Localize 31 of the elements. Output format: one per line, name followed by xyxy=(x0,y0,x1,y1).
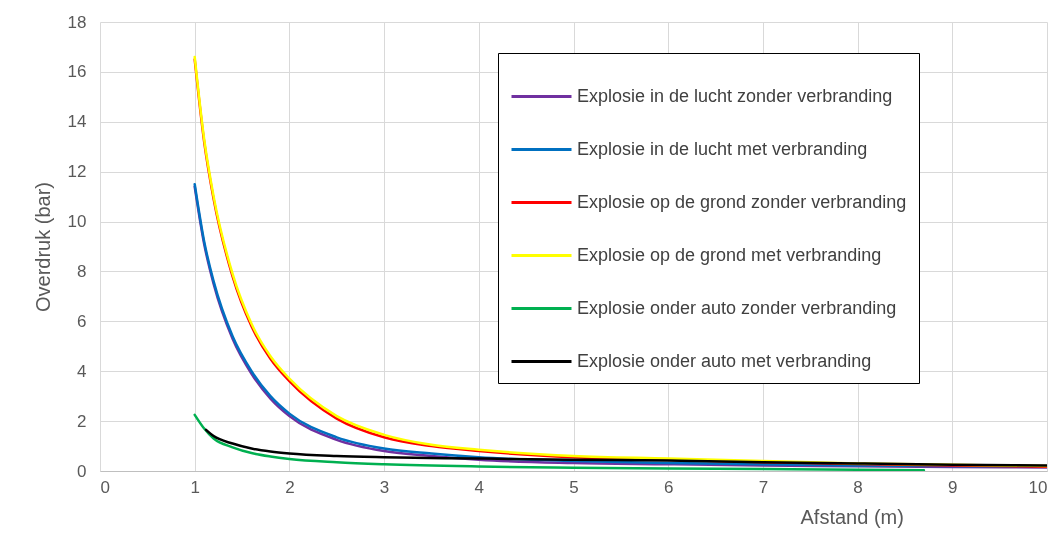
x-axis-title: Afstand (m) xyxy=(800,505,904,528)
x-tick-label: 4 xyxy=(474,477,485,497)
legend-label: Explosie in de lucht zonder verbranding xyxy=(577,85,893,106)
legend-label: Explosie op de grond zonder verbranding xyxy=(577,191,907,212)
legend-label: Explosie onder auto met verbranding xyxy=(577,350,872,371)
line-series xyxy=(204,428,1047,467)
line-series xyxy=(193,413,926,471)
y-tick-label: 12 xyxy=(67,162,87,182)
x-tick-label: 7 xyxy=(758,477,769,497)
x-tick-label: 2 xyxy=(285,477,295,497)
x-tick-label: 5 xyxy=(569,477,579,497)
legend-label: Explosie op de grond met verbranding xyxy=(577,244,882,265)
x-tick-label: 8 xyxy=(853,477,863,497)
x-tick-label: 3 xyxy=(379,477,390,497)
y-tick-label: 4 xyxy=(77,361,87,381)
legend-label: Explosie in de lucht met verbranding xyxy=(577,138,868,159)
y-tick-label: 18 xyxy=(67,12,87,32)
y-tick-label: 16 xyxy=(67,62,87,82)
y-tick-label: 14 xyxy=(67,112,87,132)
y-tick-label: 2 xyxy=(77,411,87,431)
y-tick-label: 6 xyxy=(77,311,87,331)
y-axis-title: Overdruk (bar) xyxy=(31,181,54,313)
x-tick-label: 6 xyxy=(663,477,674,497)
x-tick-label: 1 xyxy=(190,477,200,497)
x-tick-label: 0 xyxy=(100,477,110,497)
y-tick-label: 8 xyxy=(77,261,87,281)
legend-label: Explosie onder auto zonder verbranding xyxy=(577,297,897,318)
y-tick-label: 10 xyxy=(67,212,87,232)
y-tick-label: 0 xyxy=(77,461,87,481)
x-tick-label: 10 xyxy=(1028,477,1048,497)
x-tick-label: 9 xyxy=(948,477,958,497)
